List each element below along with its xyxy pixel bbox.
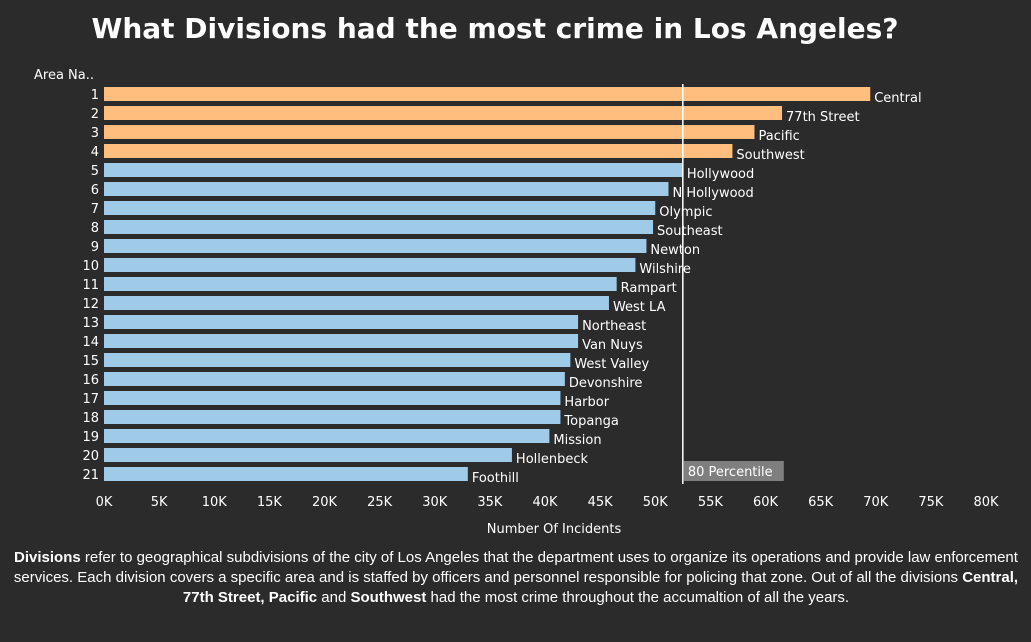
rank-label: 12 [82, 297, 99, 312]
x-tick-label: 65K [808, 495, 834, 510]
x-tick-label: 80K [973, 495, 999, 510]
rank-label: 1 [91, 88, 99, 103]
x-tick-label: 5K [151, 495, 168, 510]
bar-label: Olympic [659, 205, 712, 220]
rank-label: 16 [82, 373, 99, 388]
bar [104, 448, 512, 462]
x-tick-label: 75K [918, 495, 944, 510]
bar-label: Northeast [582, 319, 646, 334]
chart-description: Divisions refer to geographical subdivis… [4, 548, 1028, 608]
x-axis-title: Number Of Incidents [487, 522, 622, 537]
bar [104, 353, 571, 367]
x-tick-label: 55K [698, 495, 724, 510]
bar-label: Wilshire [639, 262, 690, 277]
bar-label: Pacific [758, 129, 799, 144]
x-tick-label: 70K [863, 495, 889, 510]
reference-label: 80 Percentile [688, 465, 773, 480]
rank-label: 14 [82, 335, 99, 350]
rank-label: 21 [82, 468, 99, 483]
rank-label: 17 [82, 392, 99, 407]
x-tick-label: 45K [588, 495, 614, 510]
rank-label: 19 [82, 430, 99, 445]
rank-label: 20 [82, 449, 99, 464]
bar [104, 144, 733, 158]
description-bold-southwest: Southwest [350, 589, 427, 606]
x-tick-label: 0K [96, 495, 113, 510]
rank-label: 8 [91, 221, 99, 236]
bar [104, 372, 565, 386]
rank-label: 6 [91, 183, 99, 198]
bar [104, 163, 683, 177]
bar-label: Van Nuys [582, 338, 643, 353]
rank-label: 18 [82, 411, 99, 426]
bar-label: Topanga [563, 414, 618, 429]
rank-label: 15 [82, 354, 99, 369]
x-tick-label: 20K [312, 495, 338, 510]
x-tick-label: 50K [643, 495, 669, 510]
rank-label: 13 [82, 316, 99, 331]
bar-label: Hollenbeck [516, 452, 589, 467]
row-header: Area Na.. [34, 68, 94, 83]
bar [104, 391, 561, 405]
rank-label: 2 [91, 107, 99, 122]
chart-title: What Divisions had the most crime in Los… [91, 12, 899, 45]
bar-chart: Area Na.. 1 Central 2 77th Street 3 Pacific 4 So… [34, 68, 999, 537]
x-tick-label: 40K [532, 495, 558, 510]
bar [104, 410, 561, 424]
bar-label: Foothill [472, 471, 519, 486]
x-tick-label: 35K [477, 495, 503, 510]
bar-label: N Hollywood [672, 186, 753, 201]
bar-label: Hollywood [687, 167, 754, 182]
bar [104, 467, 468, 481]
rank-label: 10 [82, 259, 99, 274]
bar [104, 315, 579, 329]
description-text-3: had the most crime throughout the accuma… [426, 589, 850, 606]
bar [104, 296, 609, 310]
rank-label: 4 [91, 145, 99, 160]
bar-label: Rampart [621, 281, 677, 296]
x-tick-label: 25K [367, 495, 393, 510]
description-bold-divisions: Divisions [14, 549, 81, 566]
description-bold-top-divisions: Central, 77th Street, Pacific [182, 569, 1019, 606]
bar [104, 220, 654, 234]
description-text-2: and [317, 589, 351, 606]
x-tick-label: 60K [753, 495, 779, 510]
rank-label: 9 [91, 240, 99, 255]
bar-label: Central [874, 91, 921, 106]
bar-label: Devonshire [569, 376, 643, 391]
x-tick-label: 30K [422, 495, 448, 510]
bar [104, 87, 871, 101]
bar [104, 106, 783, 120]
bar-label: Southwest [736, 148, 804, 163]
bar-label: Southeast [657, 224, 723, 239]
bar [104, 125, 755, 139]
description-text-1: refer to geographical subdivisions of th… [13, 549, 1018, 586]
bar [104, 201, 656, 215]
bar-label: West Valley [574, 357, 649, 372]
bar-label: 77th Street [786, 110, 860, 125]
bar [104, 258, 636, 272]
rank-label: 11 [82, 278, 99, 293]
rank-label: 3 [91, 126, 99, 141]
rank-label: 7 [91, 202, 99, 217]
bar-label: Newton [650, 243, 700, 258]
bar [104, 239, 647, 253]
bar [104, 429, 550, 443]
bar-label: West LA [613, 300, 666, 315]
bar [104, 182, 669, 196]
bar [104, 277, 617, 291]
bar [104, 334, 579, 348]
bar-label: Mission [553, 433, 601, 448]
bar-label: Harbor [564, 395, 609, 410]
rank-label: 5 [91, 164, 99, 179]
x-tick-label: 15K [257, 495, 283, 510]
reference-label-box [683, 461, 784, 481]
x-tick-label: 10K [202, 495, 228, 510]
